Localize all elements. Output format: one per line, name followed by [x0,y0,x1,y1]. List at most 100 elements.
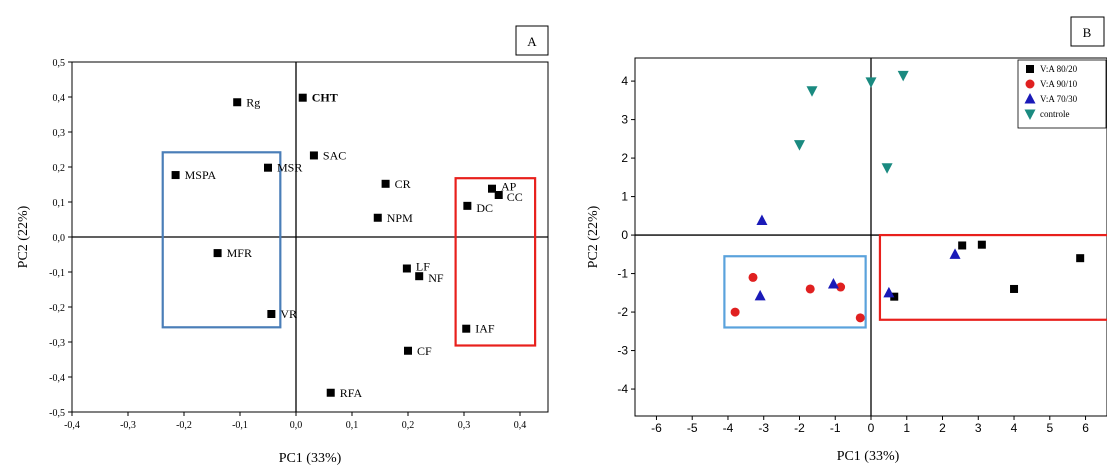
y-tick-label: 3 [621,113,628,127]
legend-b: V:A 80/20 V:A 90/10 V:A 70/30 controle [1017,59,1107,129]
y-tick-label: 0,4 [53,93,66,104]
x-axis-label-b: PC1 (33%) [837,449,900,464]
data-point [1010,284,1019,293]
legend-marker [1025,79,1035,89]
data-label-vr: VR [280,307,297,321]
legend-marker [1026,65,1034,73]
data-point-mspa [171,171,180,180]
x-tick-label: 6 [1082,421,1089,435]
data-point [977,240,986,249]
y-tick-label: 0,5 [53,58,66,69]
data-point [897,70,909,82]
y-tick-label: -0,1 [49,268,65,279]
ticks-a: -0,4 -0,3 -0,2 -0,1 0,0 0,1 0,2 0,3 0,4-0,5-0,4-… [49,58,526,431]
highlight-box [454,177,537,347]
x-tick-label: -0,2 [176,420,192,431]
y-tick-label: -2 [617,305,628,319]
y-tick-label: 2 [621,151,628,165]
x-tick-label: -4 [723,421,734,435]
data-label-iaf: IAF [475,322,495,336]
x-tick-label: 2 [939,421,946,435]
x-tick-label: 0,3 [458,420,471,431]
chart-panel-b: -6 -5 -4 -3 -2 -1 0 1 2 3 4 5 6 -4 -3 -2 -1 0 1 2 3 4 PC1 (33… [586,16,1107,464]
data-point-sac [309,151,318,160]
y-tick-label: 0,2 [53,163,66,174]
data-label-rfa: RFA [340,386,363,400]
data-point [836,282,846,292]
data-point [1076,254,1085,263]
y-tick-label: 0 [621,228,628,242]
highlight-boxes-b [723,233,1107,329]
y-tick-label: -1 [617,267,628,281]
x-tick-label: -5 [687,421,698,435]
legend-entry: V:A 80/20 [1040,64,1078,74]
y-tick-label: 4 [621,74,628,88]
data-label-dc: DC [476,201,493,215]
highlight-boxes-a [161,151,537,347]
x-tick-label: -6 [651,421,662,435]
x-tick-label: -0,3 [120,420,136,431]
data-point [881,163,893,174]
legend-marker [1024,109,1036,120]
data-label-mfr: MFR [227,246,252,260]
x-tick-label: -0,1 [232,420,248,431]
data-label-cc: CC [507,190,523,204]
highlight-box [723,255,867,329]
data-point [890,292,899,301]
data-point-lf [402,264,411,273]
legend-entry: controle [1040,109,1070,119]
data-point-nf [415,272,424,281]
data-point [754,289,766,301]
data-label-sac: SAC [323,148,346,162]
data-point-npm [373,213,382,222]
x-tick-label: 3 [975,421,982,435]
y-tick-label: -0,5 [49,408,65,419]
legend-entry: V:A 70/30 [1040,94,1078,104]
data-label-rg: Rg [246,95,260,109]
data-point-dc [463,201,472,210]
x-tick-label: -2 [794,421,805,435]
x-tick-label: 0,2 [402,420,415,431]
highlight-box [161,151,282,329]
x-tick-label: -1 [830,421,841,435]
x-axis-label-a: PC1 (33%) [279,451,342,465]
data-point-rfa [326,388,335,397]
panel-label-a: A [527,34,537,49]
x-tick-label: 5 [1046,421,1053,435]
points-b [730,70,1085,323]
x-tick-label: -3 [758,421,769,435]
data-label-cf: CF [417,344,432,358]
panel-label-box-a [515,25,549,56]
data-point-iaf [462,324,471,333]
panel-label-b: B [1083,25,1092,40]
data-point [827,277,839,289]
data-point-cf [404,346,412,355]
data-point-cr [381,179,390,188]
data-point-vr [267,310,276,318]
x-tick-label: -0,4 [64,420,80,431]
ticks-b: -6 -5 -4 -3 -2 -1 0 1 2 3 4 5 6 -4 -3 -2 -1 0 1 2 3 4 [617,74,1089,435]
y-tick-label: -0,2 [49,303,65,314]
y-axis-label-a: PC2 (22%) [16,205,31,268]
data-point [748,272,758,282]
legend-entry: V:A 90/10 [1040,79,1078,89]
x-tick-label: 1 [903,421,910,435]
x-tick-label: 0,0 [290,420,303,431]
x-tick-label: 0,4 [514,420,527,431]
legend-marker [1024,93,1036,104]
data-point [805,284,815,294]
data-label-cr: CR [395,177,411,191]
data-point [806,86,818,97]
chart-panel-a: -0,4 -0,3 -0,2 -0,1 0,0 0,1 0,2 0,3 0,4-0,5-0,4-… [16,25,549,465]
y-axis-label-b: PC2 (22%) [586,205,601,268]
x-tick-label: 4 [1011,421,1018,435]
x-tick-label: 0 [868,421,875,435]
data-point [958,241,967,250]
data-point [756,214,768,225]
data-point-cc [494,191,503,199]
data-label-mspa: MSPA [185,168,217,182]
data-point [793,140,805,151]
y-tick-label: 1 [621,190,628,204]
